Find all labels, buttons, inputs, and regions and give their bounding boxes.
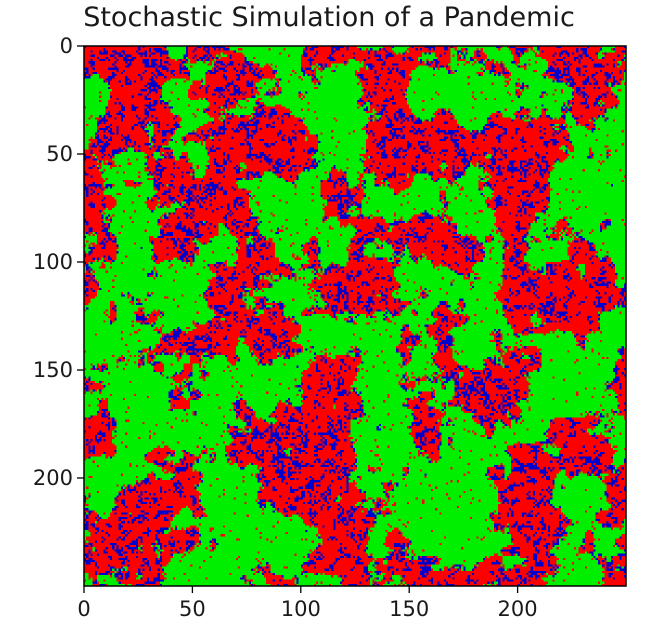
y-tick-label: 0 — [60, 34, 73, 58]
y-tick-label: 100 — [33, 250, 73, 274]
chart-title: Stochastic Simulation of a Pandemic — [83, 2, 575, 33]
heatmap — [84, 46, 626, 586]
y-tick-label: 200 — [33, 466, 73, 490]
x-tick-label: 100 — [281, 597, 321, 621]
tick-group: 0 50 100 150 200 0 50 100 150 200 — [33, 34, 538, 621]
y-tick-label: 150 — [33, 358, 73, 382]
y-tick-label: 50 — [46, 142, 73, 166]
x-tick-label: 200 — [498, 597, 538, 621]
plot-frame — [83, 45, 627, 587]
x-tick-label: 0 — [77, 597, 90, 621]
x-tick-label: 50 — [179, 597, 206, 621]
x-tick-label: 150 — [389, 597, 429, 621]
heatmap-image — [84, 46, 626, 586]
